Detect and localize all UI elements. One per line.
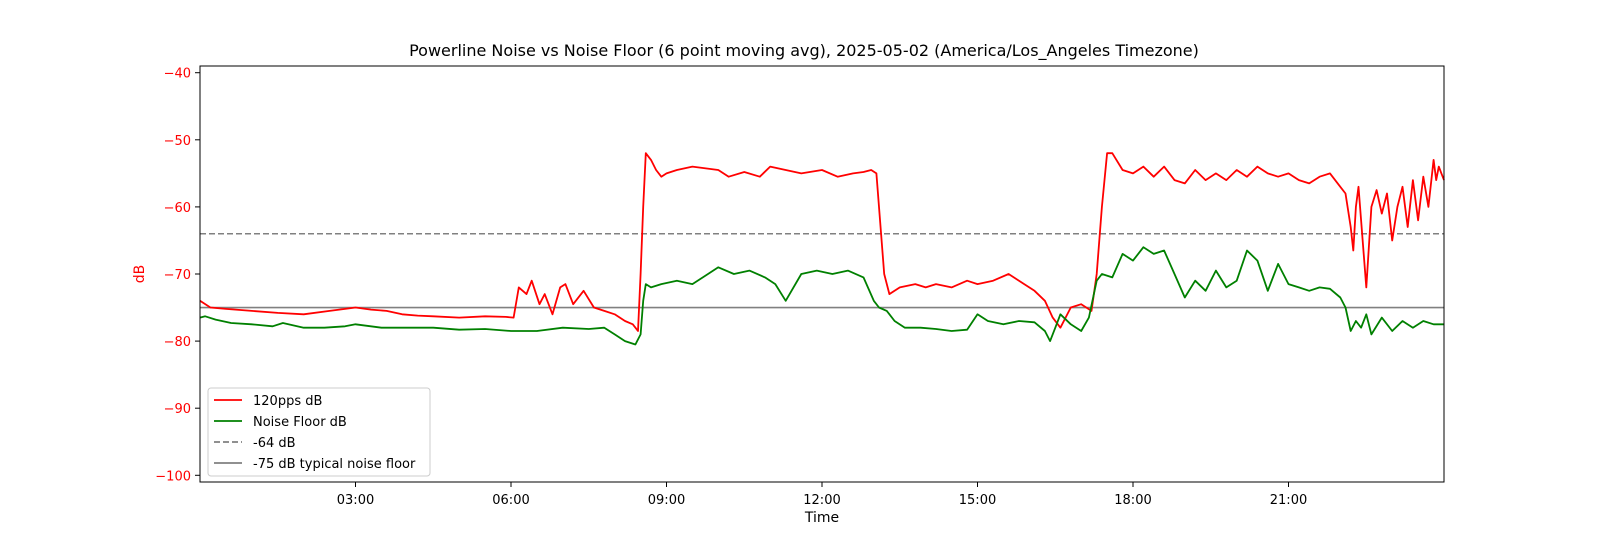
legend-box [207, 387, 431, 477]
series-line-1 [199, 246, 1444, 346]
legend-label: -64 dB [253, 436, 296, 451]
x-tick-label: 15:00 [959, 493, 996, 508]
x-tick-label: 09:00 [648, 493, 685, 508]
x-tick-label: 06:00 [492, 493, 529, 508]
legend-label: 120pps dB [253, 394, 322, 409]
x-tick-label: 12:00 [803, 493, 840, 508]
y-axis-label: dB [132, 265, 148, 284]
y-tick-label: −60 [164, 201, 191, 216]
chart-title: Powerline Noise vs Noise Floor (6 point … [409, 41, 1199, 61]
y-tick-label: −90 [164, 402, 191, 417]
x-tick-label: 03:00 [337, 493, 374, 508]
x-tick-label: 18:00 [1114, 493, 1151, 508]
y-tick-label: −50 [164, 134, 191, 149]
y-tick-label: −80 [164, 335, 191, 350]
x-axis: 03:00 06:00 09:00 12:00 15:00 18:00 21:00 [337, 482, 1307, 508]
legend-label: Noise Floor dB [253, 415, 347, 430]
plot-area [199, 152, 1445, 346]
legend-label: -75 dB typical noise floor [253, 457, 416, 472]
x-axis-label: Time [804, 510, 839, 526]
x-tick-label: 21:00 [1270, 493, 1307, 508]
y-tick-label: −70 [164, 268, 191, 283]
legend: 120pps dB Noise Floor dB -64 dB -75 dB typi… [207, 387, 431, 477]
y-tick-label: −100 [155, 469, 191, 484]
y-axis: −40 −50 −60 −70 −80 −90 −100 [155, 67, 200, 484]
series-line-0 [199, 152, 1445, 332]
y-tick-label: −40 [164, 67, 191, 82]
